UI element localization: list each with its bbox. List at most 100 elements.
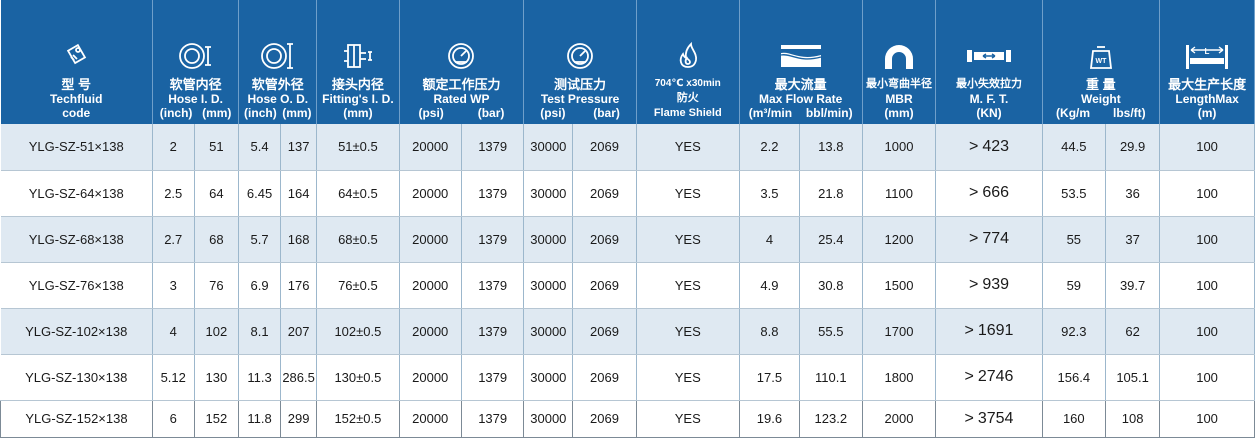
cell-flame-shield: YES	[636, 124, 740, 171]
header-rated-wp-unit-psi: (psi)	[418, 106, 444, 120]
cell-hose-od-mm: 168	[280, 216, 318, 263]
header-hose-id-unit-inch: (inch)	[159, 106, 193, 120]
cell-hose-id-mm: 130	[194, 354, 240, 401]
header-flow-unit-m3: (m³/min	[748, 106, 793, 120]
cell-test-pressure-bar: 2069	[572, 308, 637, 355]
cell-flow-m3: 2.2	[739, 124, 801, 171]
cell-code: YLG-SZ-64×138	[0, 170, 153, 217]
cell-rated-wp-psi: 20000	[399, 308, 462, 355]
greater-than-symbol: >	[964, 368, 974, 385]
cell-length-max: 100	[1159, 216, 1255, 263]
cell-hose-id-inch: 2.7	[152, 216, 195, 263]
table-row: YLG-SZ-51×138 2 51 5.4 137 51±0.5 20000 1379 300…	[0, 124, 1255, 171]
cell-weight-kg: 92.3	[1042, 308, 1107, 355]
cell-hose-od-mm: 164	[280, 170, 318, 217]
cell-hose-od-mm: 286.5	[280, 354, 318, 401]
cell-hose-od-mm: 176	[280, 262, 318, 309]
mft-value: 423	[982, 137, 1010, 155]
test-gauge-icon	[567, 43, 593, 69]
header-weight-en: Weight	[1080, 92, 1121, 106]
cell-rated-wp-bar: 1379	[461, 124, 525, 171]
cell-flow-m3: 4	[739, 216, 801, 263]
cell-mft: >2746	[935, 354, 1043, 401]
cell-code: YLG-SZ-152×138	[0, 399, 153, 438]
cell-mbr: 1200	[862, 216, 937, 263]
cell-flow-bbl: 21.8	[799, 170, 863, 217]
bend-radius-icon	[884, 45, 913, 69]
cell-mbr: 1500	[862, 262, 937, 309]
cell-test-pressure-bar: 2069	[572, 170, 637, 217]
cell-weight-lbs: 29.9	[1105, 124, 1161, 171]
cell-flow-m3: 19.6	[738, 399, 801, 438]
header-rated-wp-en: Rated WP	[433, 92, 490, 106]
cell-rated-wp-psi: 20000	[399, 216, 462, 263]
header-flow-en: Max Flow Rate	[758, 92, 843, 106]
flame-icon	[679, 41, 697, 68]
cell-mbr: 1100	[862, 170, 937, 217]
cell-rated-wp-bar: 1379	[461, 308, 525, 355]
table-row: YLG-SZ-130×138 5.12 130 11.3 286.5 130±0.5 200…	[0, 354, 1255, 401]
header-hose-id-en: Hose I. D.	[168, 92, 223, 106]
header-hose-od: 软管外径 Hose O. D. (inch) (mm)	[238, 0, 318, 124]
header-mft-en: M. F. T.	[969, 92, 1009, 106]
cell-fitting-id: 130±0.5	[316, 354, 400, 401]
cell-flow-m3: 8.8	[739, 308, 801, 355]
cell-hose-id-inch: 2	[152, 124, 195, 171]
cell-hose-od-inch: 5.7	[238, 216, 281, 263]
header-test-pressure-unit-psi: (psi)	[540, 106, 566, 120]
cell-weight-lbs: 62	[1105, 308, 1161, 355]
header-fire-en: Flame Shield	[653, 107, 722, 119]
header-mft: 最小失效拉力 M. F. T. (KN)	[935, 0, 1043, 124]
header-hose-od-unit-mm: (mm)	[282, 106, 312, 120]
length-icon: L	[1186, 45, 1229, 69]
weight-icon-label: WT	[1095, 58, 1107, 65]
header-length-en: LengthMax	[1175, 92, 1239, 106]
mft-value: 1691	[977, 322, 1014, 339]
cell-mft: >423	[935, 124, 1043, 171]
header-flow-unit-bbl: bbl/min)	[805, 106, 853, 120]
cell-hose-id-inch: 5.12	[152, 354, 195, 401]
header-code-cn: 型 号	[61, 77, 92, 92]
cell-test-pressure-psi: 30000	[523, 399, 574, 438]
cell-code: YLG-SZ-51×138	[0, 124, 153, 171]
cell-test-pressure-psi: 30000	[523, 124, 574, 171]
header-test-pressure-unit-bar: (bar)	[593, 106, 620, 120]
header-length: L 最大生产长度 LengthMax (m)	[1159, 0, 1255, 124]
cell-flame-shield: YES	[636, 216, 740, 263]
greater-than-symbol: >	[964, 409, 974, 427]
header-test-pressure-cn: 测试压力	[554, 77, 607, 92]
table-row: YLG-SZ-76×138 3 76 6.9 176 76±0.5 20000 1379 300…	[0, 262, 1255, 309]
cell-rated-wp-bar: 1379	[461, 216, 525, 263]
cell-fitting-id: 102±0.5	[316, 308, 400, 355]
cell-fitting-id: 64±0.5	[316, 170, 400, 217]
hose-inner-diameter-icon	[178, 43, 211, 69]
header-row: 型 号 Techfluid code 软管内径 Hose I. D. (inch…	[0, 0, 1255, 124]
cell-mbr: 1700	[862, 308, 937, 355]
header-mbr-en: MBR	[885, 92, 913, 106]
cell-test-pressure-bar: 2069	[572, 354, 637, 401]
cell-flow-m3: 3.5	[739, 170, 801, 217]
header-fitting-id-unit: (mm)	[343, 106, 373, 120]
header-mft-unit: (KN)	[976, 106, 1002, 120]
cell-mft: >1691	[935, 308, 1043, 355]
tag-icon	[67, 43, 87, 65]
header-hose-od-cn: 软管外径	[251, 77, 304, 92]
header-length-cn: 最大生产长度	[1168, 77, 1247, 92]
cell-flame-shield: YES	[635, 399, 740, 438]
cell-flame-shield: YES	[636, 354, 740, 401]
cell-weight-lbs: 39.7	[1105, 262, 1161, 309]
cell-flow-m3: 4.9	[739, 262, 801, 309]
mft-value: 774	[982, 230, 1010, 247]
pressure-gauge-icon	[448, 43, 475, 69]
greater-than-symbol: >	[968, 230, 979, 247]
cell-hose-od-inch: 8.1	[238, 308, 281, 355]
cell-rated-wp-bar: 1379	[460, 399, 525, 438]
cell-test-pressure-bar: 2069	[572, 262, 637, 309]
header-fitting-id-en: Fitting's I. D.	[322, 92, 394, 106]
header-fitting-id: 接头内径 Fitting's I. D. (mm)	[316, 0, 400, 124]
table-body: YLG-SZ-51×138 2 51 5.4 137 51±0.5 20000 1379 300…	[0, 124, 1255, 438]
header-rated-wp-cn: 额定工作压力	[422, 77, 501, 92]
cell-flow-bbl: 25.4	[799, 216, 863, 263]
cell-weight-kg: 156.4	[1042, 354, 1107, 401]
cell-hose-od-inch: 6.9	[238, 262, 281, 309]
